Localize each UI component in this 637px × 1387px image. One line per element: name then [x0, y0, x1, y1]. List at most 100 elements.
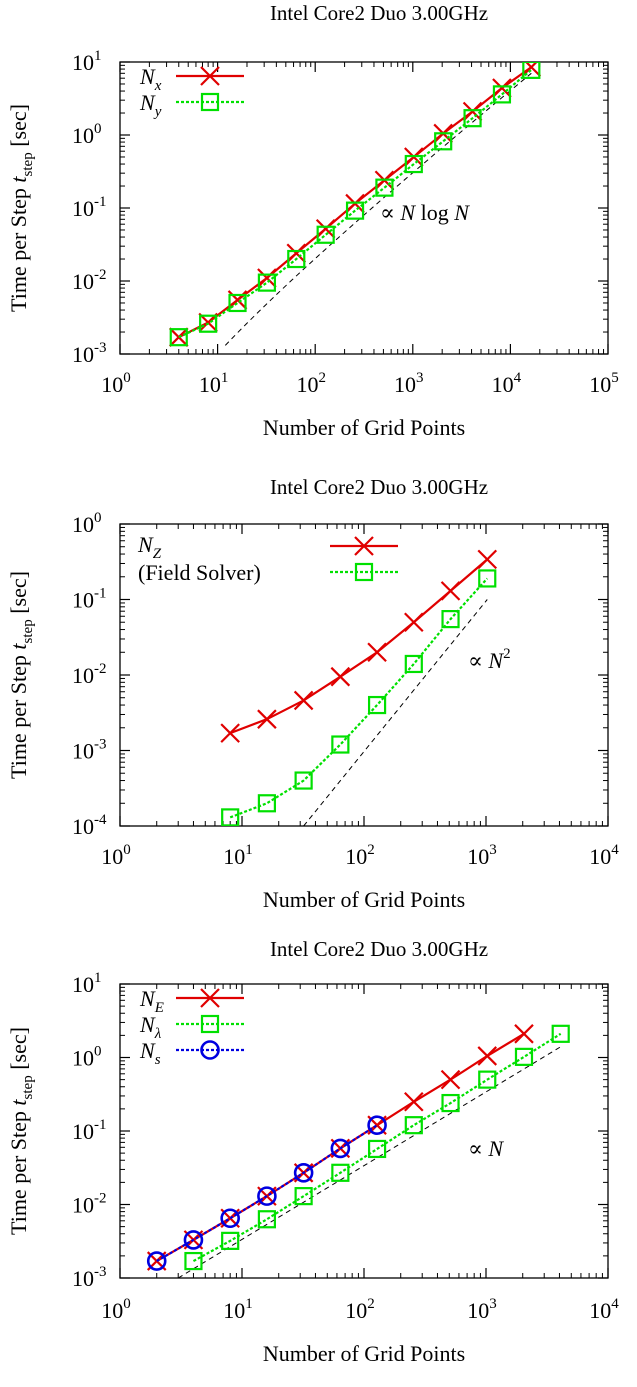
plot-area: [146, 1024, 570, 1278]
y-tick-label: 100: [72, 1044, 102, 1071]
x-axis-label: Number of Grid Points: [263, 1341, 465, 1366]
data-point: [286, 243, 307, 264]
data-point: [404, 1091, 424, 1112]
minor-ticks: [120, 984, 608, 1278]
series-2: [169, 62, 541, 347]
y-tick-label: 10-4: [72, 812, 107, 839]
data-point: [477, 549, 498, 570]
x-axis-label: Number of Grid Points: [263, 415, 465, 440]
x-axis-label: Number of Grid Points: [263, 887, 465, 912]
y-axis-label: Time per Step tstep [sec]: [6, 104, 36, 312]
plot-area: [220, 549, 498, 826]
series-3: [146, 1115, 387, 1271]
data-point: [345, 201, 365, 220]
data-point: [367, 695, 387, 715]
chart-title: Intel Core2 Duo 3.00GHz: [270, 1, 488, 25]
data-point: [330, 1138, 351, 1159]
data-point: [434, 132, 453, 151]
data-point: [228, 293, 247, 313]
x-tick-label: 104: [492, 370, 522, 397]
legend-note: (Field Solver): [138, 560, 261, 585]
data-point: [331, 1163, 350, 1182]
data-point: [521, 62, 542, 77]
data-point: [293, 1162, 314, 1183]
data-point: [257, 709, 277, 729]
data-point: [257, 1186, 277, 1206]
x-tick-label: 102: [296, 370, 326, 397]
data-point: [146, 1251, 167, 1271]
reference-line: [303, 599, 488, 826]
x-tick-label: 102: [345, 1296, 375, 1323]
legend-label: NE: [139, 986, 164, 1016]
x-tick-label: 105: [589, 370, 619, 397]
data-point: [478, 569, 497, 588]
y-tick-label: 10-1: [72, 194, 107, 221]
data-point: [462, 101, 483, 122]
legend-label: Ns: [139, 1038, 161, 1068]
x-tick-label: 104: [589, 842, 619, 869]
x-tick-label: 100: [101, 370, 131, 397]
data-point: [199, 314, 218, 333]
chart-panel-1: Intel Core2 Duo 3.00GHz 100 101 102 103 104 10…: [0, 0, 637, 462]
data-point: [441, 610, 460, 629]
y-tick-label: 10-2: [72, 661, 107, 688]
data-point: [257, 1210, 277, 1229]
data-point: [220, 1208, 240, 1229]
plot-area: [168, 62, 542, 347]
data-point: [293, 690, 314, 711]
reference-line: [224, 72, 532, 346]
legend-label: Ny: [139, 90, 162, 120]
series-line: [178, 69, 533, 339]
x-tick-label: 103: [394, 370, 424, 397]
chart-panel-3: Intel Core2 Duo 3.00GHz 100 101 102 103 104 10…: [0, 924, 637, 1386]
x-ticks: 100 101 102 103 104 105: [101, 62, 619, 397]
x-tick-label: 103: [467, 842, 497, 869]
data-point: [514, 1024, 534, 1044]
x-tick-label: 104: [589, 1296, 619, 1323]
x-ticks: 100 101 102 103 104: [101, 524, 619, 869]
x-tick-label: 102: [345, 842, 375, 869]
y-tick-label: 101: [72, 970, 102, 997]
data-point: [220, 723, 240, 743]
chart-title: Intel Core2 Duo 3.00GHz: [270, 475, 488, 499]
plot-frame: [119, 523, 609, 827]
minor-ticks: [120, 524, 608, 826]
data-point: [330, 666, 351, 687]
data-point: [478, 1070, 497, 1089]
data-point: [257, 794, 277, 813]
data-point: [294, 1187, 313, 1206]
y-tick-label: 101: [72, 48, 102, 75]
y-ticks: 10-4 10-3 10-2 10-1 100: [72, 510, 608, 839]
legend-label: Nx: [139, 64, 162, 94]
data-point: [404, 654, 423, 674]
data-point: [169, 328, 188, 347]
data-point: [257, 268, 277, 288]
plot-frame: [119, 61, 609, 355]
reference-label: ∝ N: [468, 1136, 504, 1161]
y-tick-label: 10-2: [72, 267, 107, 294]
series-2: [221, 569, 497, 826]
chart-panel-2: Intel Core2 Duo 3.00GHz 100 101 102 103 104 10…: [0, 462, 637, 924]
legend-label: Nλ: [139, 1012, 162, 1042]
series-line: [192, 1032, 562, 1263]
x-tick-label: 101: [223, 1296, 253, 1323]
x-tick-label: 100: [101, 1296, 131, 1323]
data-point: [315, 218, 336, 239]
data-point: [367, 1115, 387, 1135]
data-point: [367, 1139, 387, 1159]
series-line: [229, 558, 488, 735]
data-point: [367, 642, 387, 663]
data-point: [294, 771, 313, 790]
chart-1: Intel Core2 Duo 3.00GHz 100 101 102 103 104 10…: [6, 1, 619, 440]
legend-label: NZ: [137, 532, 162, 562]
y-tick-label: 10-3: [72, 737, 107, 764]
data-point: [287, 249, 306, 269]
data-point: [221, 808, 240, 826]
y-tick-label: 100: [72, 121, 102, 148]
y-tick-label: 10-3: [72, 340, 107, 367]
y-tick-label: 10-1: [72, 1117, 107, 1144]
